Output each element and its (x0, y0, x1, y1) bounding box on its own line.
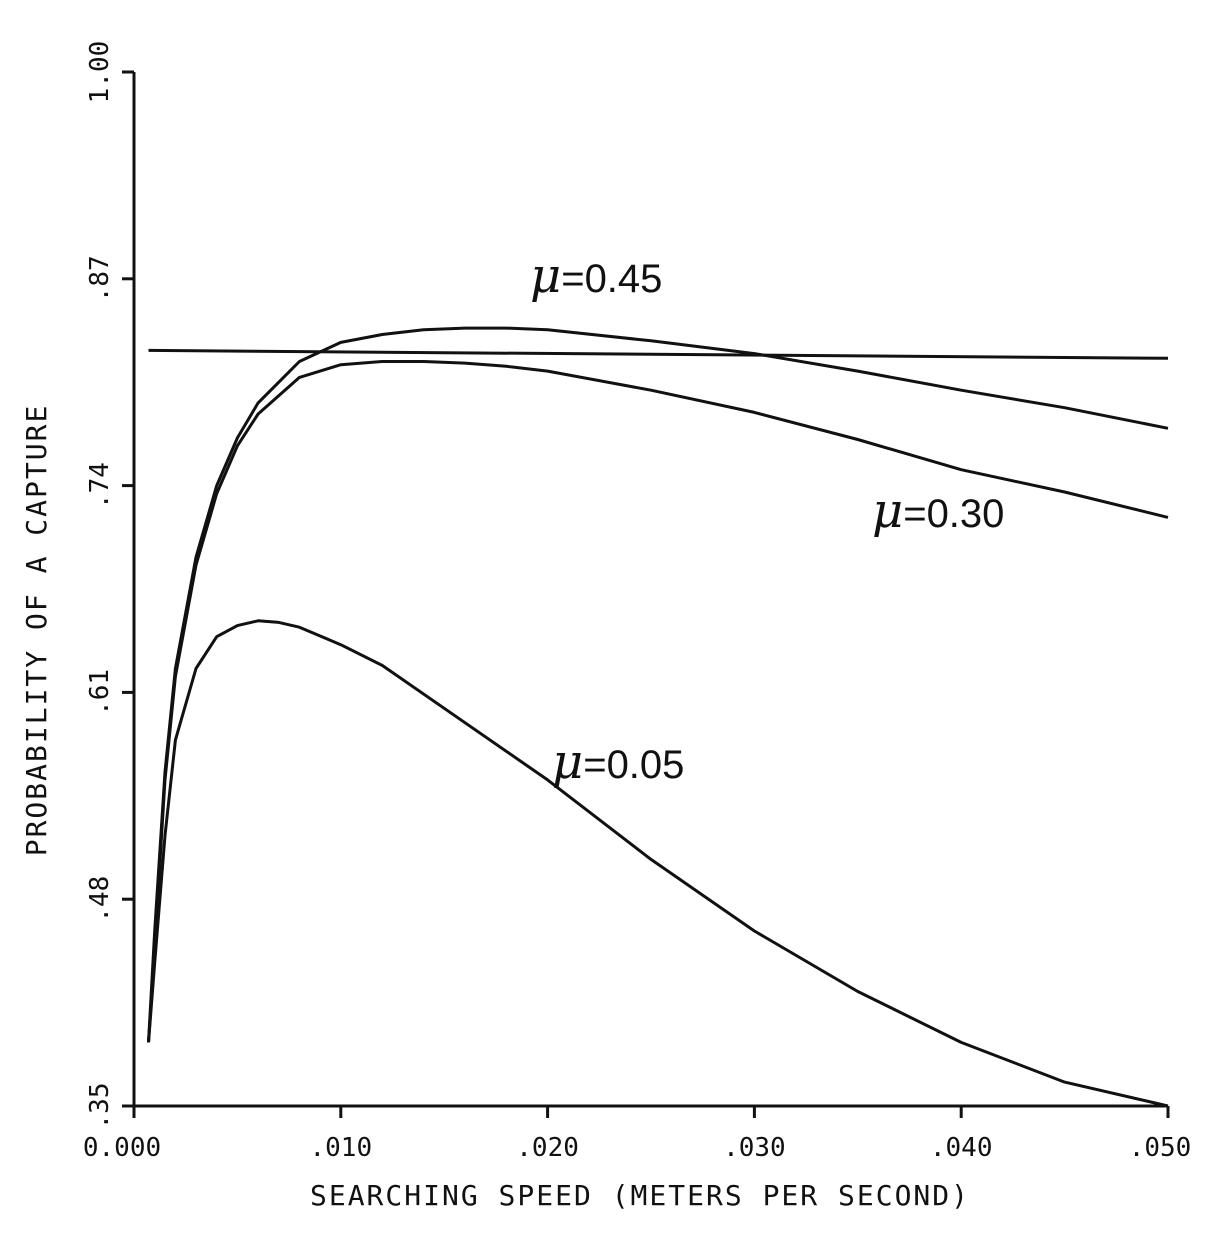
series-lines (147, 326, 1169, 1108)
x-axis-title: SEARCHING SPEED (METERS PER SECOND) (310, 1179, 970, 1212)
series-label-0: μ=0.45 (530, 248, 662, 304)
plot-area: .35 .48 .61 .74 .87 1.00 0.000 .010 .020 .030 .04… (83, 41, 1191, 1163)
series-line-1 (147, 360, 1169, 1043)
y-tick-label: .87 (85, 255, 115, 302)
x-tick-label: .020 (516, 1133, 579, 1163)
x-tick-label: .010 (309, 1133, 372, 1163)
y-axis-title: PROBABILITY OF A CAPTURE (20, 404, 53, 857)
y-tick-label: .35 (85, 1083, 115, 1130)
series-labels: μ=0.45 μ=0.30 μ=0.05 (530, 248, 1004, 790)
x-tick-label: 0.000 (83, 1133, 161, 1163)
y-tick-label: 1.00 (85, 41, 115, 104)
y-tick-label: .61 (85, 669, 115, 716)
series-label-2: μ=0.05 (552, 734, 684, 790)
y-tick-label: .48 (85, 876, 115, 923)
series-line-0 (147, 326, 1169, 1043)
x-ticks: 0.000 .010 .020 .030 .040 .050 (83, 1106, 1191, 1163)
x-tick-label: .050 (1129, 1133, 1192, 1163)
x-tick-label: .040 (930, 1133, 993, 1163)
x-tick-label: .030 (723, 1133, 786, 1163)
series-line-2 (147, 619, 1169, 1108)
y-tick-label: .74 (85, 462, 115, 509)
series-line-3 (148, 348, 1169, 360)
series-label-1: μ=0.30 (872, 483, 1004, 539)
y-ticks: .35 .48 .61 .74 .87 1.00 (85, 41, 134, 1130)
